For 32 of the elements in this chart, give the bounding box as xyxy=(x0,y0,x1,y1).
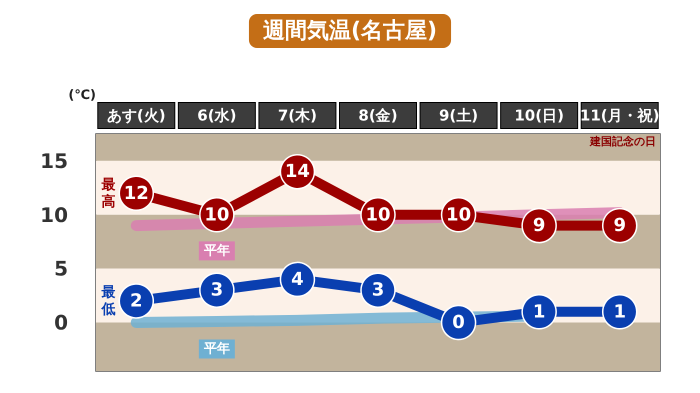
y-tick-label: 10 xyxy=(40,202,68,227)
data-label: 9 xyxy=(532,215,546,236)
data-label: 3 xyxy=(372,280,384,301)
data-label: 4 xyxy=(291,268,304,290)
data-label: 14 xyxy=(284,161,310,182)
data-label: 1 xyxy=(613,301,626,322)
y-tick-label: 5 xyxy=(54,256,68,281)
series-label: 平年 xyxy=(202,243,230,258)
chart-title: 週間気温(名古屋) xyxy=(262,18,438,44)
data-label: 10 xyxy=(446,204,472,226)
data-label: 1 xyxy=(532,301,546,322)
data-label: 0 xyxy=(452,312,465,334)
data-label: 10 xyxy=(365,204,391,226)
data-label: 10 xyxy=(204,204,230,226)
x-tick-label: あす(火) xyxy=(106,106,166,124)
y-tick-label: 15 xyxy=(40,148,68,173)
x-tick-label: 6(水) xyxy=(197,106,236,124)
x-tick-label: 8(金) xyxy=(358,106,398,124)
annotation: 建国記念の日 xyxy=(589,135,656,148)
data-label: 2 xyxy=(130,290,143,312)
data-label: 3 xyxy=(210,280,224,301)
x-tick-label: 9(土) xyxy=(438,106,478,124)
x-tick-label: 10(日) xyxy=(514,106,564,124)
y-axis-title: (℃) xyxy=(68,88,96,104)
x-tick-label: 7(木) xyxy=(278,106,318,124)
series-label: 最高 xyxy=(100,176,116,210)
data-label: 12 xyxy=(124,182,149,204)
series-label: 平年 xyxy=(202,341,230,356)
x-tick-label: 11(月・祝) xyxy=(580,106,660,124)
y-tick-label: 0 xyxy=(54,310,68,335)
series-label: 最低 xyxy=(100,284,116,318)
data-label: 9 xyxy=(613,215,626,236)
